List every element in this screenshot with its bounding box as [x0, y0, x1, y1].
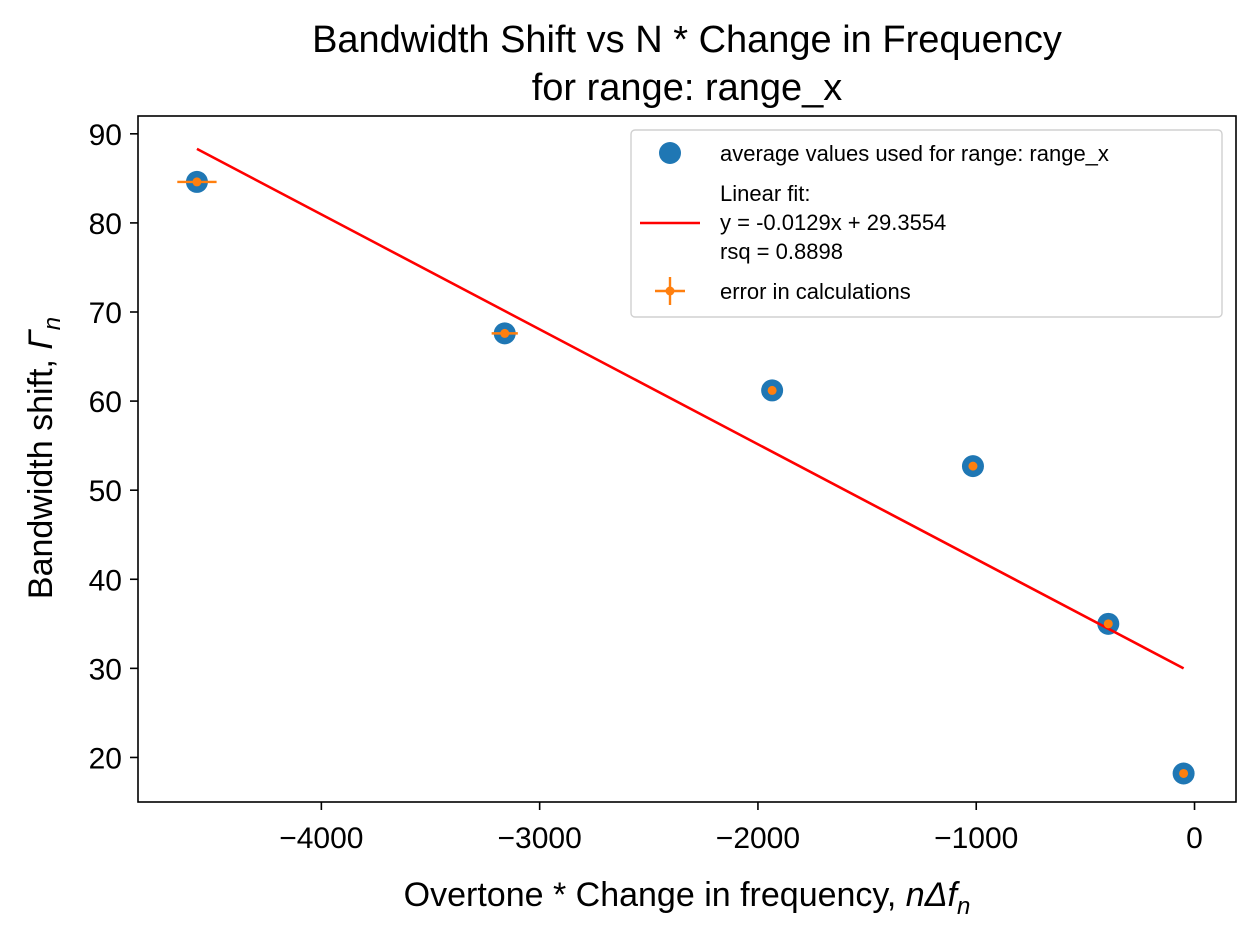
y-tick-label: 40 — [89, 564, 122, 597]
x-axis-label: Overtone * Change in frequency, nΔfn — [404, 876, 971, 920]
error-point — [1179, 768, 1189, 778]
x-tick-label: −1000 — [934, 822, 1018, 855]
y-tick-label: 30 — [89, 653, 122, 686]
error-bar — [767, 385, 777, 395]
y-tick-label: 60 — [89, 386, 122, 419]
legend-label-fit: Linear fit: — [720, 181, 811, 206]
error-point — [500, 328, 510, 338]
legend-marker-scatter — [659, 142, 681, 164]
legend: average values used for range: range_x Li… — [630, 129, 1223, 318]
y-tick-label: 80 — [89, 208, 122, 241]
y-tick-label: 20 — [89, 742, 122, 775]
x-axis: −4000 −3000 −2000 −1000 0 — [279, 802, 1203, 855]
legend-label-fit: y = -0.0129x + 29.3554 — [720, 210, 946, 235]
y-tick-label: 90 — [89, 119, 122, 152]
chart-title: Bandwidth Shift vs N * Change in Frequen… — [312, 19, 1062, 61]
legend-label-error: error in calculations — [720, 279, 911, 304]
error-point — [968, 461, 978, 471]
x-tick-label: −4000 — [279, 822, 363, 855]
x-tick-label: 0 — [1186, 822, 1203, 855]
chart-subtitle: for range: range_x — [532, 67, 843, 109]
error-point — [1103, 619, 1113, 629]
x-tick-label: −3000 — [498, 822, 582, 855]
plot-frame — [137, 115, 1237, 803]
legend-label-scatter: average values used for range: range_x — [720, 141, 1109, 166]
y-axis-label: Bandwidth shift, Γn — [22, 317, 66, 599]
error-point — [767, 385, 777, 395]
error-bar — [1179, 768, 1189, 778]
error-point — [192, 177, 202, 187]
x-tick-label: −2000 — [716, 822, 800, 855]
y-tick-label: 70 — [89, 297, 122, 330]
error-bar — [1103, 619, 1113, 629]
y-axis: 20 30 40 50 60 70 80 90 — [89, 119, 138, 775]
error-bar — [968, 461, 978, 471]
legend-label-fit: rsq = 0.8898 — [720, 239, 843, 264]
legend-box — [630, 129, 1223, 318]
error-bar — [177, 177, 217, 187]
legend-marker-error — [655, 277, 685, 305]
y-tick-label: 50 — [89, 475, 122, 508]
error-bar — [491, 328, 518, 338]
fit-line — [196, 147, 1185, 670]
